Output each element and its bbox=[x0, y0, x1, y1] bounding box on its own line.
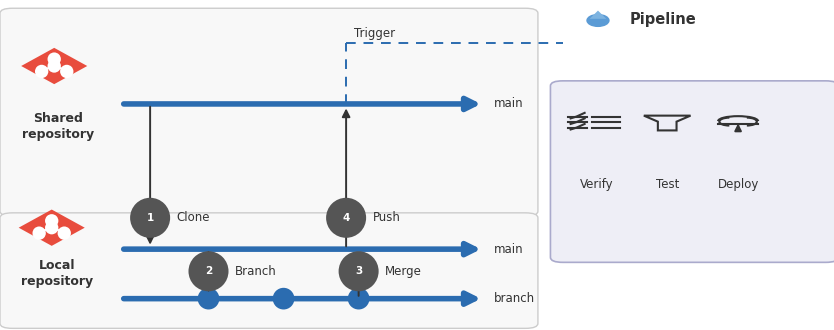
FancyBboxPatch shape bbox=[0, 213, 538, 328]
Text: 3: 3 bbox=[355, 266, 362, 276]
FancyBboxPatch shape bbox=[0, 8, 538, 216]
Ellipse shape bbox=[48, 52, 61, 66]
Text: Test: Test bbox=[656, 178, 679, 191]
Ellipse shape bbox=[58, 226, 71, 240]
Text: Merge: Merge bbox=[385, 265, 422, 278]
Polygon shape bbox=[590, 11, 606, 19]
Ellipse shape bbox=[60, 65, 73, 78]
Text: Push: Push bbox=[373, 211, 400, 224]
Ellipse shape bbox=[326, 198, 366, 238]
Text: Clone: Clone bbox=[177, 211, 210, 224]
Text: Trigger: Trigger bbox=[354, 27, 395, 40]
Text: Deploy: Deploy bbox=[717, 178, 759, 191]
Ellipse shape bbox=[339, 251, 379, 291]
Ellipse shape bbox=[48, 59, 61, 73]
Text: 4: 4 bbox=[343, 213, 349, 223]
Ellipse shape bbox=[130, 198, 170, 238]
Text: 1: 1 bbox=[147, 213, 153, 223]
Ellipse shape bbox=[188, 251, 229, 291]
Text: main: main bbox=[494, 243, 524, 256]
Text: 2: 2 bbox=[205, 266, 212, 276]
FancyBboxPatch shape bbox=[550, 81, 834, 262]
Text: Verify: Verify bbox=[580, 178, 613, 191]
Ellipse shape bbox=[33, 226, 46, 240]
Ellipse shape bbox=[348, 288, 369, 310]
Ellipse shape bbox=[45, 221, 58, 234]
Text: main: main bbox=[494, 97, 524, 111]
Polygon shape bbox=[18, 210, 85, 246]
Text: Local
repository: Local repository bbox=[21, 259, 93, 288]
Polygon shape bbox=[21, 48, 88, 84]
Text: Branch: Branch bbox=[235, 265, 277, 278]
Text: branch: branch bbox=[494, 292, 535, 305]
Text: Shared
repository: Shared repository bbox=[23, 112, 94, 141]
Ellipse shape bbox=[273, 288, 294, 310]
Ellipse shape bbox=[45, 214, 58, 227]
Ellipse shape bbox=[586, 14, 610, 27]
Ellipse shape bbox=[198, 288, 219, 310]
Ellipse shape bbox=[35, 65, 48, 78]
Text: Pipeline: Pipeline bbox=[630, 12, 696, 26]
